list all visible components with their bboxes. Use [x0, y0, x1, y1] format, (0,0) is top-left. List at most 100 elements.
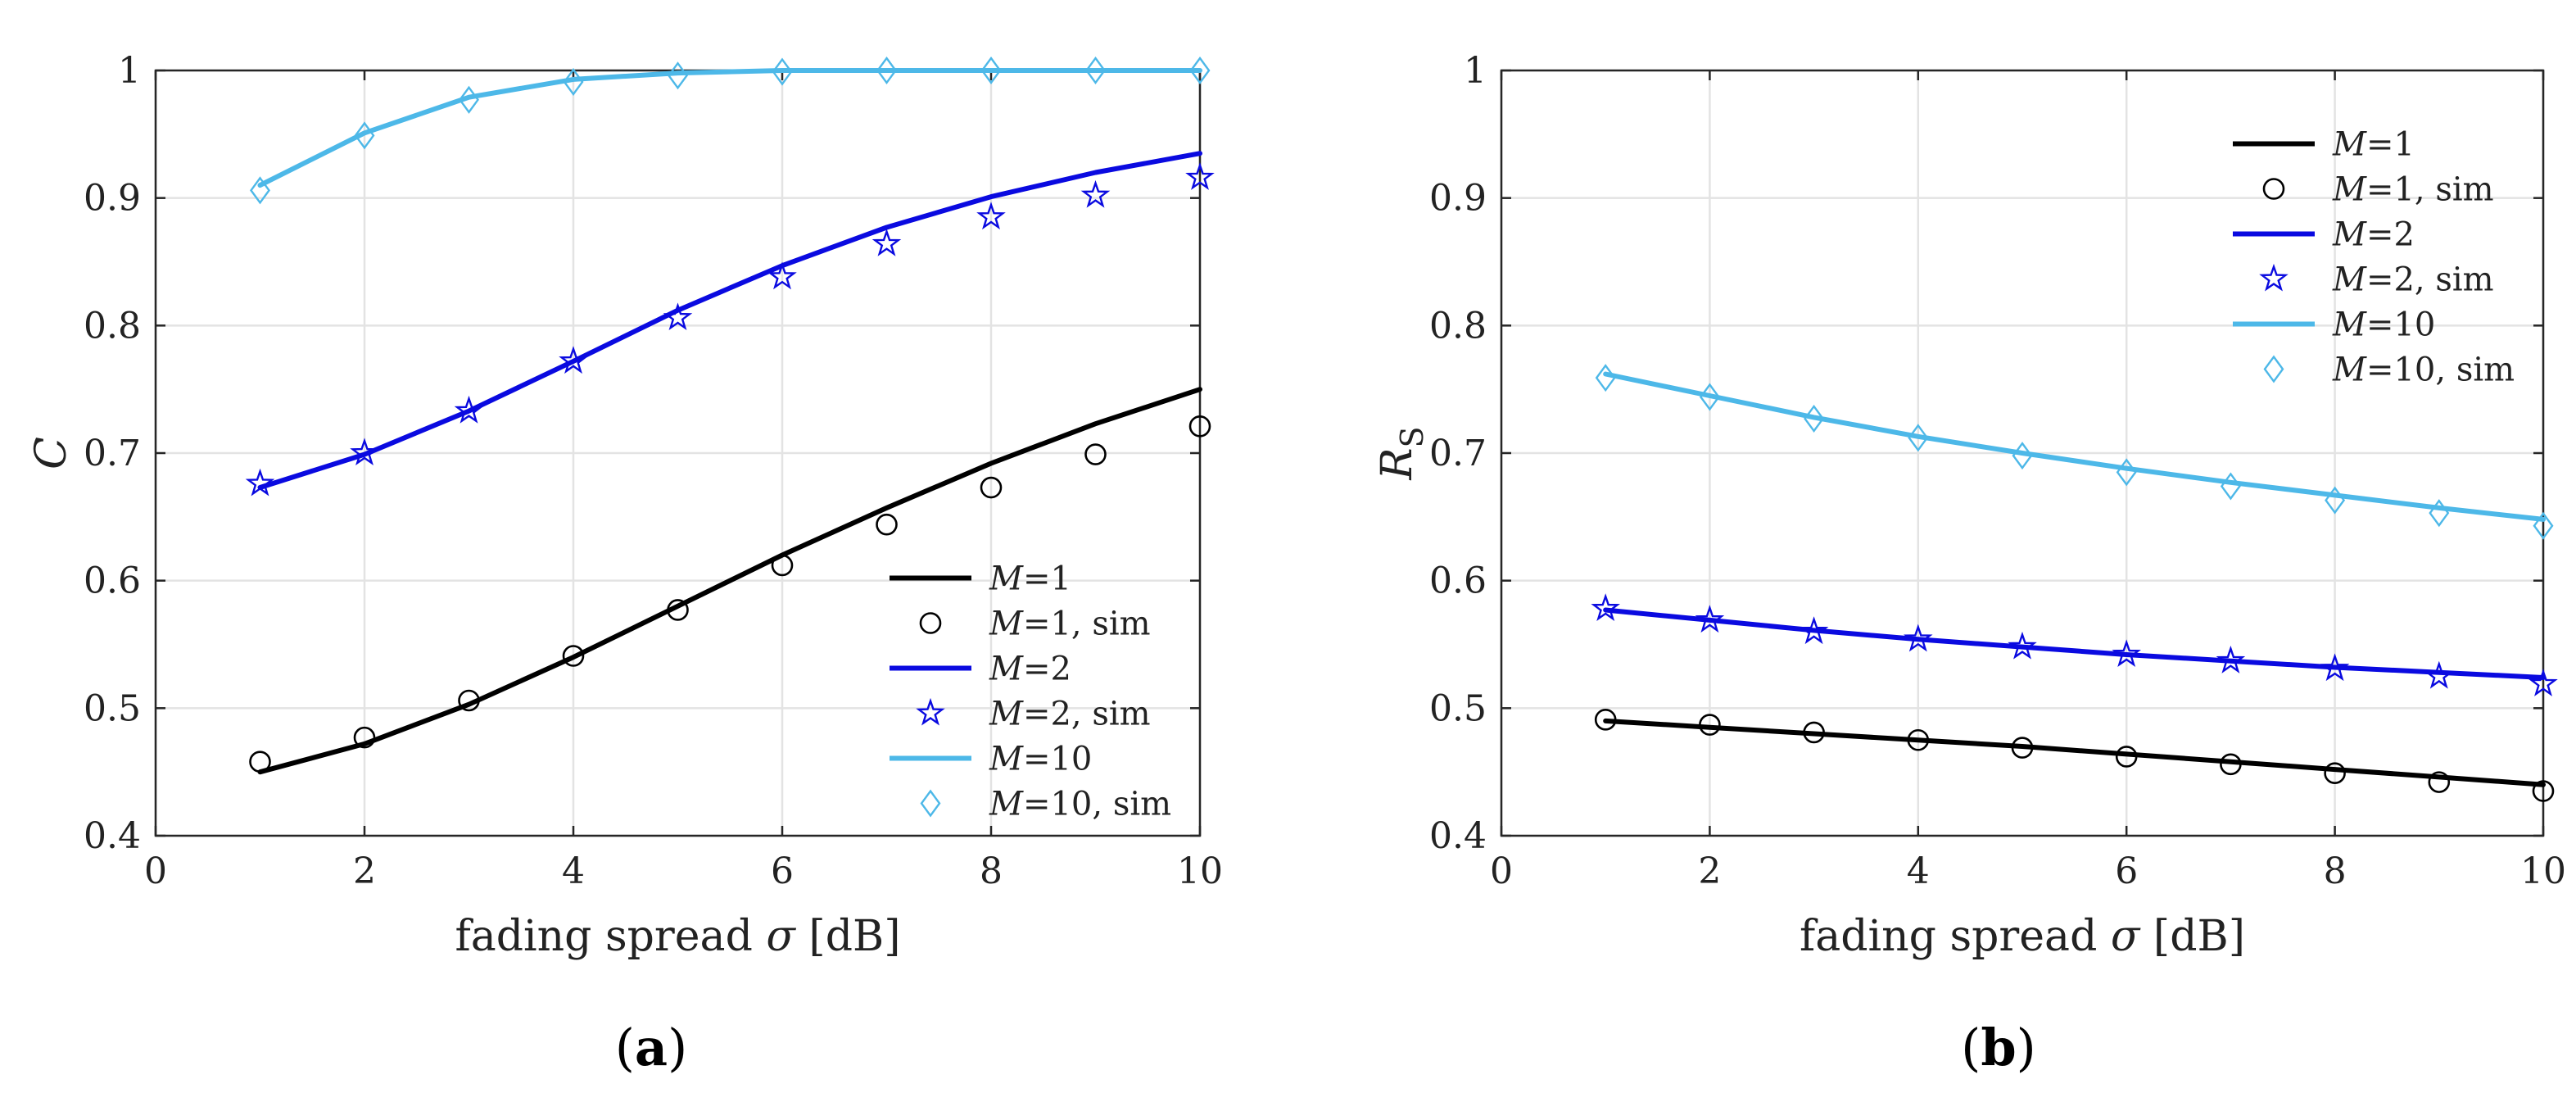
chart-b-ytick-label: 0.5 — [1429, 687, 1487, 729]
chart-a-ytick-label: 0.8 — [84, 305, 141, 347]
chart-b: 0 2 4 6 8 10 0.4 0.5 0.6 0.7 0.8 0.9 1 fading spread … — [1373, 50, 2566, 1077]
chart-b-data-point — [2011, 737, 2034, 759]
chart-a-data-point — [1188, 415, 1211, 438]
chart-b-legend-label: M=1, sim — [2332, 171, 2494, 209]
chart-b-series-3 — [1591, 593, 2558, 696]
chart-b-panel-label: (b) — [1961, 1018, 2036, 1077]
chart-a-series-line — [257, 68, 1202, 188]
chart-b-legend-entry: M=1, sim — [2262, 171, 2494, 209]
chart-b-legend-label: M=10 — [2332, 306, 2435, 344]
chart-b-legend-entry: M=1 — [2233, 126, 2415, 164]
chart-b-data-point — [1804, 404, 1825, 433]
chart-b-data-point — [2220, 472, 2241, 501]
chart-a-data-point — [458, 689, 480, 712]
chart-a-data-point — [771, 554, 794, 577]
chart-b-legend-swatch — [2263, 355, 2284, 383]
chart-b-legend-label: M=2 — [2332, 216, 2415, 254]
chart-b-data-point — [2112, 639, 2141, 668]
chart-a-data-point — [249, 751, 271, 773]
chart-b-ytick-label: 0.7 — [1429, 433, 1487, 474]
chart-a-legend-label: M=10, sim — [989, 786, 1171, 823]
chart-a-series-0 — [257, 387, 1202, 775]
chart-b-data-point — [1699, 383, 1720, 411]
chart-b-data-point — [1595, 364, 1616, 392]
chart-b-ytick-label: 1 — [1464, 50, 1487, 92]
chart-b-data-point — [2115, 746, 2138, 768]
chart-b-xtick-label: 2 — [1698, 850, 1721, 892]
chart-a-data-point — [559, 346, 588, 374]
chart-a-data-point — [876, 56, 897, 85]
chart-a-legend-entry: M=2, sim — [916, 696, 1151, 733]
chart-a-xtick-label: 2 — [353, 850, 376, 892]
chart-b-xlabel: fading spread σ [dB] — [1800, 912, 2245, 961]
chart-a-data-point — [353, 726, 376, 749]
chart-a-ytick-label: 0.7 — [84, 433, 141, 474]
chart-b-xtick-label: 10 — [2520, 850, 2566, 892]
chart-a-legend-label: M=1 — [989, 560, 1071, 598]
chart-b-data-point — [1699, 714, 1721, 736]
chart-a-data-point — [980, 56, 1002, 85]
chart-b-data-point — [2012, 442, 2033, 470]
chart-a-ytick-label: 0.4 — [84, 815, 141, 857]
chart-a-data-point — [976, 202, 1006, 230]
chart-b-data-point — [1799, 616, 1829, 645]
chart-b-series-2 — [1603, 607, 2546, 680]
chart-a-data-point — [663, 302, 693, 331]
chart-a-xtick-label: 6 — [771, 850, 794, 892]
chart-a-data-point — [876, 513, 898, 536]
chart-b-legend-entry: M=10 — [2233, 306, 2435, 344]
chart-a-series-5 — [250, 56, 1211, 205]
chart-a-xlabel: fading spread σ [dB] — [455, 912, 900, 961]
chart-b-data-point — [1594, 709, 1617, 731]
chart-a-xtick-label: 8 — [980, 850, 1003, 892]
chart-a-legend-label: M=10 — [989, 741, 1092, 778]
chart-b-data-point — [2116, 458, 2137, 487]
chart-b-xtick-label: 6 — [2115, 850, 2138, 892]
chart-b-legend-entry: M=10, sim — [2263, 351, 2515, 389]
chart-a-legend-entry: M=1 — [890, 560, 1071, 598]
chart-b-legend-swatch — [2259, 263, 2289, 292]
chart-a-legend-swatch — [920, 789, 941, 818]
chart-b-ytick-label: 0.9 — [1429, 178, 1487, 220]
chart-b-series-1 — [1594, 709, 2555, 802]
chart-b-series-0 — [1603, 718, 2546, 787]
chart-a-panel-label: (a) — [615, 1018, 688, 1077]
chart-a-data-point — [562, 645, 585, 667]
chart-b-series-line — [1603, 371, 2546, 522]
chart-a-data-point — [1080, 179, 1111, 208]
chart-b-data-point — [1908, 424, 1929, 452]
chart-b-data-point — [2216, 646, 2246, 673]
chart-b-data-point — [1907, 728, 1930, 751]
chart-a-data-point — [668, 61, 688, 90]
chart-a-data-point — [354, 121, 375, 150]
chart-a: 0 2 4 6 8 10 0.4 0.5 0.6 0.7 0.8 0.9 1 fading spread … — [27, 50, 1223, 1077]
chart-a-data-point — [871, 229, 902, 256]
chart-b-ytick-label: 0.6 — [1429, 560, 1487, 602]
chart-b-legend-entry: M=2, sim — [2259, 261, 2494, 299]
chart-b-data-point — [2532, 780, 2555, 802]
chart-a-data-point — [980, 476, 1003, 499]
chart-a-legend-swatch — [916, 697, 945, 726]
chart-a-data-point — [1085, 56, 1106, 85]
chart-b-data-point — [1591, 593, 1620, 621]
chart-b-data-point — [2320, 653, 2350, 682]
chart-a-ytick-label: 0.6 — [84, 560, 141, 602]
chart-b-legend-label: M=10, sim — [2332, 351, 2515, 389]
chart-a-legend-label: M=2 — [989, 651, 1071, 688]
chart-b-ytick-label: 0.8 — [1429, 305, 1487, 347]
chart-b-data-point — [1803, 721, 1825, 744]
chart-a-data-point — [245, 468, 275, 497]
chart-b-ytick-label: 0.4 — [1429, 815, 1487, 857]
chart-a-data-point — [350, 438, 379, 466]
chart-b-series-5 — [1595, 364, 2554, 540]
chart-a-legend: M=1 M=1, sim M=2 M=2, sim M=10 M=10, sim — [890, 560, 1171, 823]
chart-b-data-point — [2008, 631, 2037, 660]
chart-a-series-4 — [257, 68, 1202, 188]
chart-a-legend-entry: M=10 — [890, 741, 1092, 778]
chart-b-series-4 — [1603, 371, 2546, 522]
chart-b-xtick-label: 0 — [1490, 850, 1513, 892]
chart-a-data-point — [1084, 443, 1107, 465]
chart-a-series-3 — [245, 162, 1215, 497]
chart-a-data-point — [667, 599, 689, 621]
chart-a-series-2 — [257, 151, 1202, 490]
